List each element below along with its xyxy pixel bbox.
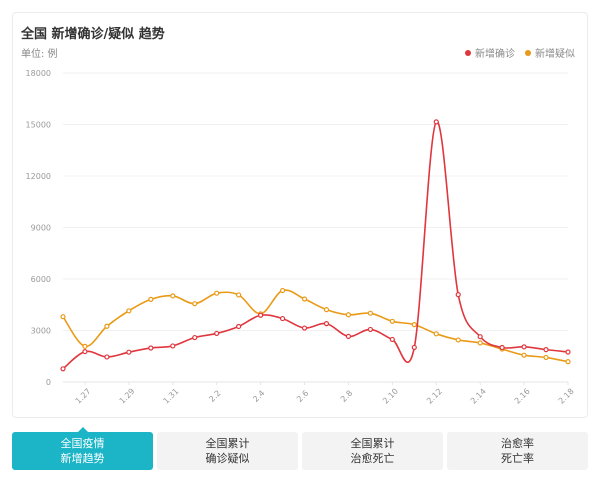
data-point-confirmed [477,334,483,340]
tab-label-line1: 全国累计 [205,437,250,450]
x-tick-label: 2.2 [207,389,222,404]
data-point-suspected [214,290,220,296]
data-point-confirmed [565,349,571,355]
data-point-confirmed [148,345,154,351]
data-point-suspected [389,318,395,324]
tab-new-trend[interactable]: 全国疫情 新增趋势 [12,427,153,470]
data-point-confirmed [455,292,461,298]
data-point-confirmed [499,344,505,351]
x-tick-label: 2.8 [339,389,354,404]
tab-label-line2: 新增趋势 [60,452,105,465]
x-tick-label: 2.4 [251,389,266,404]
data-point-suspected [433,331,439,337]
data-point-suspected [170,293,176,299]
y-tick-label: 18000 [26,69,51,78]
y-tick-label: 12000 [26,172,51,181]
data-point-suspected [104,323,110,329]
data-point-confirmed [214,330,220,337]
data-point-confirmed [258,312,264,318]
data-point-suspected [411,322,417,328]
y-tick-label: 3000 [31,327,51,336]
data-point-suspected [126,308,132,314]
data-point-suspected [60,314,66,320]
x-tick-label: 1.29 [118,387,137,406]
data-point-confirmed [301,325,308,331]
chart-title: 全国 新增确诊/疑似 趋势 [21,27,165,42]
tab-cumulative-recovered[interactable]: 全国累计 治愈死亡 [302,432,443,470]
x-tick-label: 2.16 [513,387,532,406]
x-tick-label: 2.6 [295,389,310,404]
data-point-confirmed [192,334,198,341]
data-point-suspected [455,337,461,343]
line-chart: 0 3000 6000 9000 12000 15000 18000 1.27 1.29 1.31… [26,69,576,406]
tab-label-line1: 全国累计 [350,437,395,450]
data-point-confirmed [323,321,330,327]
data-point-suspected [345,312,352,318]
data-point-confirmed [389,336,395,343]
data-point-confirmed [82,348,88,355]
data-point-confirmed [126,349,132,355]
x-tick-label: 2.14 [469,387,488,406]
y-tick-label: 0 [46,378,51,387]
tab-cumulative-confirmed[interactable]: 全国累计 确诊疑似 [157,432,298,470]
data-point-confirmed [104,354,110,360]
tab-label-line1: 全国疫情 [60,437,105,450]
legend-item-suspected[interactable]: 新增疑似 [525,45,575,60]
legend-dot-confirmed [465,49,471,56]
x-tick-label: 2.12 [425,387,444,406]
data-point-confirmed [521,344,527,350]
tab-label-line1: 治愈率 [501,437,534,450]
data-point-suspected [367,310,373,316]
data-point-suspected [565,359,571,365]
data-point-suspected [521,352,527,358]
x-tick-label: 1.27 [74,387,93,406]
data-point-suspected [301,296,308,302]
unit-label: 单位: 例 [21,49,58,60]
data-point-suspected [236,292,242,298]
data-point-confirmed [411,344,417,351]
y-tick-label: 15000 [26,121,51,130]
data-point-suspected [477,340,483,346]
data-point-confirmed [367,326,373,333]
legend-label-suspected: 新增疑似 [535,49,575,60]
x-tick-label: 2.18 [557,387,576,406]
y-tick-label: 9000 [31,224,51,233]
tab-label-line2: 死亡率 [501,452,534,465]
tab-bar: 全国疫情 新增趋势 全国累计 确诊疑似 全国累计 治愈死亡 治愈率 死亡率 [12,427,588,470]
data-point-confirmed [60,366,66,372]
x-tick-label: 1.31 [162,387,181,406]
tab-rates[interactable]: 治愈率 死亡率 [447,432,588,470]
chart-card: 全国 新增确诊/疑似 趋势 单位: 例 新增确诊 新增疑似 0 3000 6000 9… [12,12,588,418]
data-point-suspected [82,343,88,349]
legend-label-confirmed: 新增确诊 [475,49,515,60]
tab-label-line2: 确诊疑似 [205,452,250,465]
y-tick-label: 6000 [31,275,51,284]
data-point-suspected [323,307,330,313]
data-point-suspected [543,354,549,361]
x-tick-label: 2.10 [381,387,400,406]
data-point-confirmed [170,343,176,349]
series-line-confirmed [62,121,569,370]
data-point-confirmed [345,333,352,340]
tab-label-line2: 治愈死亡 [350,452,395,465]
legend-item-confirmed[interactable]: 新增确诊 [465,45,515,60]
data-point-suspected [192,301,198,307]
legend-dot-suspected [525,49,531,56]
data-point-confirmed [433,119,439,125]
data-point-suspected [148,296,154,302]
data-point-confirmed [236,323,242,330]
legend: 新增确诊 新增疑似 [465,45,575,60]
data-point-suspected [279,287,286,294]
data-point-confirmed [543,347,549,353]
data-point-confirmed [279,315,286,322]
